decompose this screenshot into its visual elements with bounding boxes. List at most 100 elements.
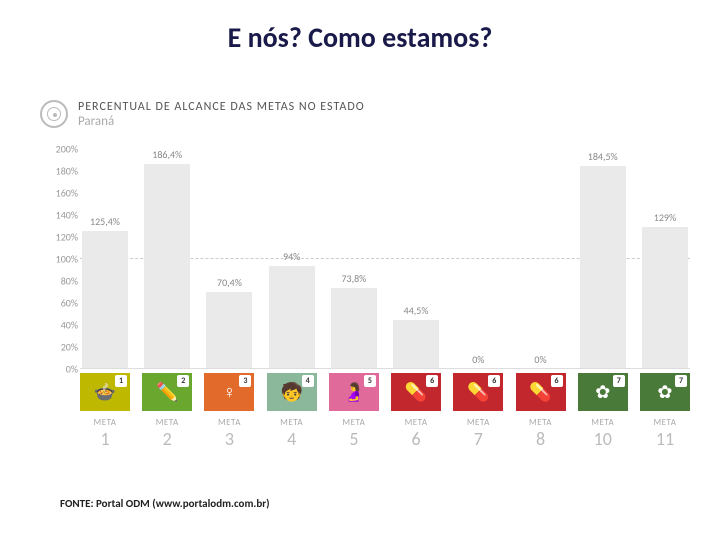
bar: 70,4% [206,292,252,369]
bar-slot: 0% [453,149,503,369]
meta-icon: 💊6 [453,373,503,411]
bar-value-label: 0% [472,353,484,366]
bar: 125,4% [82,231,128,369]
meta-label: META5 [329,417,379,450]
source-text: FONTE: Portal ODM (www.portalodm.com.br) [60,497,270,510]
meta-label: META4 [267,417,317,450]
y-tick: 80% [61,275,78,288]
bar-value-label: 186,4% [152,148,182,161]
meta-row: META1META2META3META4META5META6META7META8… [80,417,690,450]
meta-icon-number: 7 [675,375,687,387]
y-tick: 60% [61,297,78,310]
meta-icon-number: 5 [364,375,376,387]
target-icon [40,100,68,128]
bar-value-label: 129% [654,211,676,224]
meta-word: META [453,417,503,428]
bar-value-label: 0% [534,353,546,366]
bar-slot: 0% [516,149,566,369]
meta-label: META6 [391,417,441,450]
bar-slot: 44,5% [391,149,441,369]
bar-slot: 186,4% [142,149,192,369]
bar-value-label: 44,5% [404,304,429,317]
bar: 129% [642,227,688,369]
bar: 44,5% [393,320,439,369]
meta-number: 5 [329,428,379,450]
bar-slot: 94% [267,149,317,369]
meta-word: META [80,417,130,428]
meta-label: META11 [640,417,690,450]
meta-label: META2 [142,417,192,450]
bar-value-label: 125,4% [90,215,120,228]
meta-label: META3 [204,417,254,450]
meta-label: META10 [578,417,628,450]
meta-number: 8 [516,428,566,450]
meta-icon-glyph: ✿ [657,381,672,403]
meta-icon-number: 6 [551,375,563,387]
bar-slot: 73,8% [329,149,379,369]
meta-icon-number: 2 [177,375,189,387]
bar-slot: 184,5% [578,149,628,369]
meta-number: 2 [142,428,192,450]
y-axis: 0%20%40%60%80%100%120%140%160%180%200% [40,149,78,369]
meta-word: META [329,417,379,428]
meta-word: META [578,417,628,428]
chart-subtitle: Paraná [78,114,365,129]
meta-icon-glyph: 🧒 [280,381,302,403]
meta-icon: 💊6 [391,373,441,411]
meta-number: 10 [578,428,628,450]
x-axis-line [80,368,690,369]
meta-icon-number: 3 [239,375,251,387]
meta-icon-glyph: 🍲 [94,381,116,403]
meta-icon: 🤰5 [329,373,379,411]
meta-icon: 🍲1 [80,373,130,411]
chart-title-block: PERCENTUAL DE ALCANCE DAS METAS NO ESTAD… [78,100,365,129]
meta-icon-number: 4 [302,375,314,387]
meta-icon-number: 7 [613,375,625,387]
meta-icon-glyph: ✿ [595,381,610,403]
meta-icon: 🧒4 [267,373,317,411]
meta-icon: ♀3 [204,373,254,411]
meta-word: META [516,417,566,428]
bar-value-label: 94% [283,250,300,263]
meta-word: META [204,417,254,428]
meta-icon-glyph: ✏️ [156,381,178,403]
chart-title: PERCENTUAL DE ALCANCE DAS METAS NO ESTAD… [78,100,365,114]
meta-icon-glyph: 💊 [405,381,427,403]
meta-icon-glyph: 💊 [529,381,551,403]
y-tick: 20% [61,341,78,354]
bar-slot: 70,4% [204,149,254,369]
bar-slot: 125,4% [80,149,130,369]
meta-icon-number: 6 [426,375,438,387]
y-tick: 140% [56,209,78,222]
y-tick: 160% [56,187,78,200]
y-tick: 120% [56,231,78,244]
meta-icon: ✿7 [640,373,690,411]
meta-label: META8 [516,417,566,450]
bar-value-label: 73,8% [341,272,366,285]
bar-value-label: 184,5% [588,150,618,163]
y-tick: 40% [61,319,78,332]
bar-slot: 129% [640,149,690,369]
meta-number: 6 [391,428,441,450]
meta-number: 1 [80,428,130,450]
meta-number: 3 [204,428,254,450]
meta-icon-number: 6 [488,375,500,387]
y-tick: 200% [56,143,78,156]
meta-word: META [267,417,317,428]
meta-icon: 💊6 [516,373,566,411]
bar: 94% [269,266,315,369]
bar: 186,4% [144,164,190,369]
chart-header: PERCENTUAL DE ALCANCE DAS METAS NO ESTAD… [40,100,690,129]
meta-icon-number: 1 [115,375,127,387]
meta-number: 4 [267,428,317,450]
plot-area: 0%20%40%60%80%100%120%140%160%180%200% 1… [80,149,690,369]
meta-icon-glyph: 💊 [467,381,489,403]
meta-number: 7 [453,428,503,450]
icon-row: 🍲1✏️2♀3🧒4🤰5💊6💊6💊6✿7✿7 [80,373,690,411]
bar-value-label: 70,4% [217,276,242,289]
y-tick: 100% [56,253,78,266]
meta-word: META [391,417,441,428]
meta-word: META [640,417,690,428]
meta-icon-glyph: 🤰 [343,381,365,403]
bars: 125,4% 186,4% 70,4% 94% 73,8% 44,5% 0% 0% 184,5%… [80,149,690,369]
